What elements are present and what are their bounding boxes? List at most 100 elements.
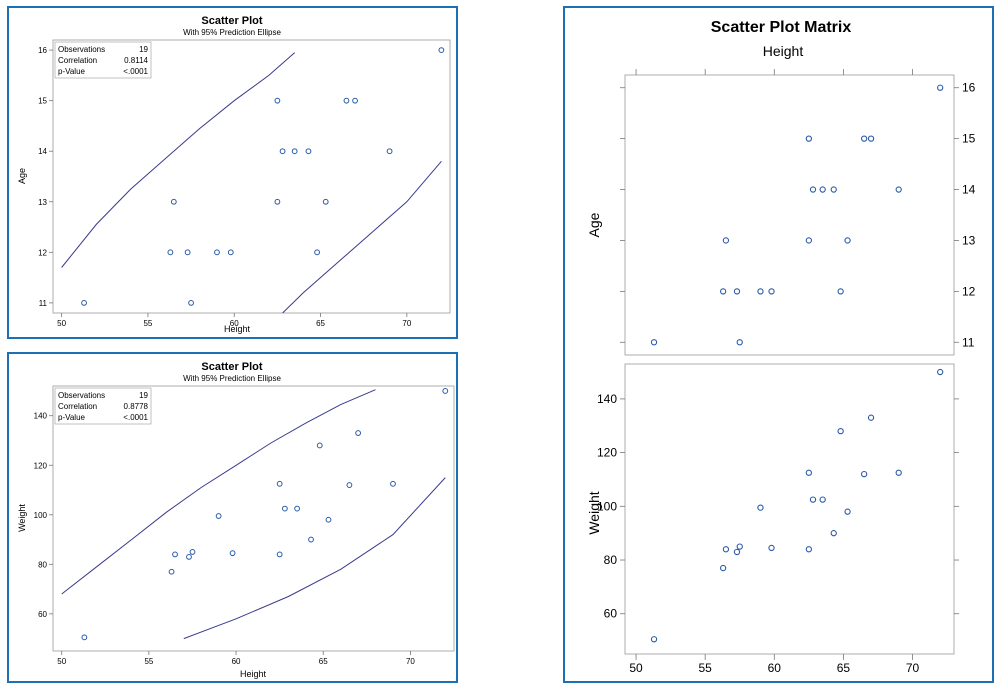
data-point xyxy=(274,97,281,104)
weight-scatter-chart: Scatter Plot With 95% Prediction Ellipse… xyxy=(17,361,455,679)
data-point xyxy=(322,198,329,205)
y-tick-label: 16 xyxy=(962,81,976,95)
data-point xyxy=(291,148,298,155)
chart-subtitle: With 95% Prediction Ellipse xyxy=(183,374,281,383)
data-point xyxy=(733,548,741,556)
data-point xyxy=(186,553,192,560)
x-tick-label: 70 xyxy=(402,319,411,328)
stats-label: Correlation xyxy=(58,402,97,411)
data-point xyxy=(214,249,220,256)
data-point xyxy=(442,388,449,394)
data-point xyxy=(189,549,196,555)
x-tick-label: 50 xyxy=(57,319,66,328)
data-point xyxy=(860,470,868,478)
x-tick-label: 55 xyxy=(144,657,153,666)
data-point xyxy=(279,148,286,155)
stats-value: 0.8778 xyxy=(124,402,149,411)
data-point xyxy=(314,249,320,256)
data-point xyxy=(170,198,177,205)
y-tick-label: 100 xyxy=(34,511,48,520)
stats-label: Correlation xyxy=(58,56,97,65)
data-point xyxy=(325,516,332,523)
data-point xyxy=(768,288,775,295)
data-point xyxy=(805,546,813,553)
x-tick-label: 65 xyxy=(316,319,325,328)
data-point xyxy=(830,530,837,537)
chart-title: Scatter Plot xyxy=(201,15,262,27)
data-point xyxy=(860,135,868,142)
y-tick-label: 15 xyxy=(38,97,47,106)
x-tick-label: 60 xyxy=(232,657,241,666)
data-point xyxy=(736,543,743,550)
data-point xyxy=(805,135,813,142)
data-point xyxy=(352,97,358,104)
data-point xyxy=(937,368,944,376)
data-point xyxy=(809,186,817,193)
scatter-plot-weight-panel: Scatter Plot With 95% Prediction Ellipse… xyxy=(7,352,458,683)
data-point xyxy=(757,504,764,511)
data-point xyxy=(722,546,730,553)
y-tick-label: 140 xyxy=(597,392,617,406)
x-tick-label: 50 xyxy=(629,661,643,675)
data-point xyxy=(274,198,281,205)
data-point xyxy=(837,288,844,295)
y-tick-label: 80 xyxy=(38,560,47,569)
prediction-ellipse-lower xyxy=(183,477,446,640)
data-point xyxy=(168,568,175,575)
data-point xyxy=(227,249,234,256)
x-tick-label: 70 xyxy=(406,657,415,666)
matrix-cell-weight xyxy=(624,363,955,655)
prediction-ellipse-lower xyxy=(282,160,442,313)
stats-value: 19 xyxy=(139,45,148,54)
y-tick-label: 11 xyxy=(39,299,48,308)
data-point xyxy=(722,237,730,244)
x-tick-label: 70 xyxy=(906,661,920,675)
data-point xyxy=(805,469,813,476)
x-tick-label: 55 xyxy=(698,661,712,675)
y-tick-label: 60 xyxy=(38,610,47,619)
prediction-ellipse-upper xyxy=(61,389,376,595)
y-tick-label: 11 xyxy=(962,335,975,349)
stats-inset xyxy=(54,387,152,425)
plot-area xyxy=(52,385,455,652)
y-axis-label: Age xyxy=(17,168,27,184)
stats-label: p-Value xyxy=(58,67,86,76)
data-point xyxy=(757,288,764,295)
x-tick-label: 50 xyxy=(57,657,66,666)
x-tick-label: 60 xyxy=(230,319,239,328)
data-point xyxy=(276,480,283,487)
data-point xyxy=(355,430,362,436)
data-point xyxy=(346,482,353,488)
data-point xyxy=(844,508,851,515)
x-axis-label: Height xyxy=(224,324,251,334)
data-point xyxy=(386,148,393,155)
data-point xyxy=(895,469,902,476)
data-point xyxy=(895,186,902,193)
data-point xyxy=(650,636,658,643)
data-point xyxy=(81,299,87,306)
prediction-ellipse-upper xyxy=(61,52,296,268)
data-point xyxy=(819,186,826,193)
data-point xyxy=(768,544,775,552)
y-tick-label: 12 xyxy=(38,248,47,257)
data-point xyxy=(167,249,174,256)
scatter-plot-matrix-panel: Scatter Plot Matrix Height 50 55 60 65 70 11 1… xyxy=(563,6,994,683)
data-point xyxy=(305,148,312,155)
stats-value: 0.8114 xyxy=(124,56,148,65)
data-point xyxy=(316,442,323,449)
scatter-matrix-chart: Scatter Plot Matrix Height 50 55 60 65 70 11 1… xyxy=(586,19,976,675)
matrix-cell-age xyxy=(624,74,955,356)
data-point xyxy=(184,249,191,256)
y-tick-label: 15 xyxy=(962,132,976,146)
plot-area xyxy=(52,39,451,314)
data-point xyxy=(215,513,222,519)
age-scatter-chart: Scatter Plot With 95% Prediction Ellipse… xyxy=(17,15,451,334)
stats-value: <.0001 xyxy=(123,67,148,76)
data-point xyxy=(809,496,817,503)
y-tick-label: 13 xyxy=(38,198,47,207)
data-point xyxy=(719,288,727,295)
stats-label: p-Value xyxy=(58,413,86,422)
data-point xyxy=(844,237,851,244)
y-tick-label: 120 xyxy=(34,461,48,470)
stats-value: <.0001 xyxy=(123,413,148,422)
